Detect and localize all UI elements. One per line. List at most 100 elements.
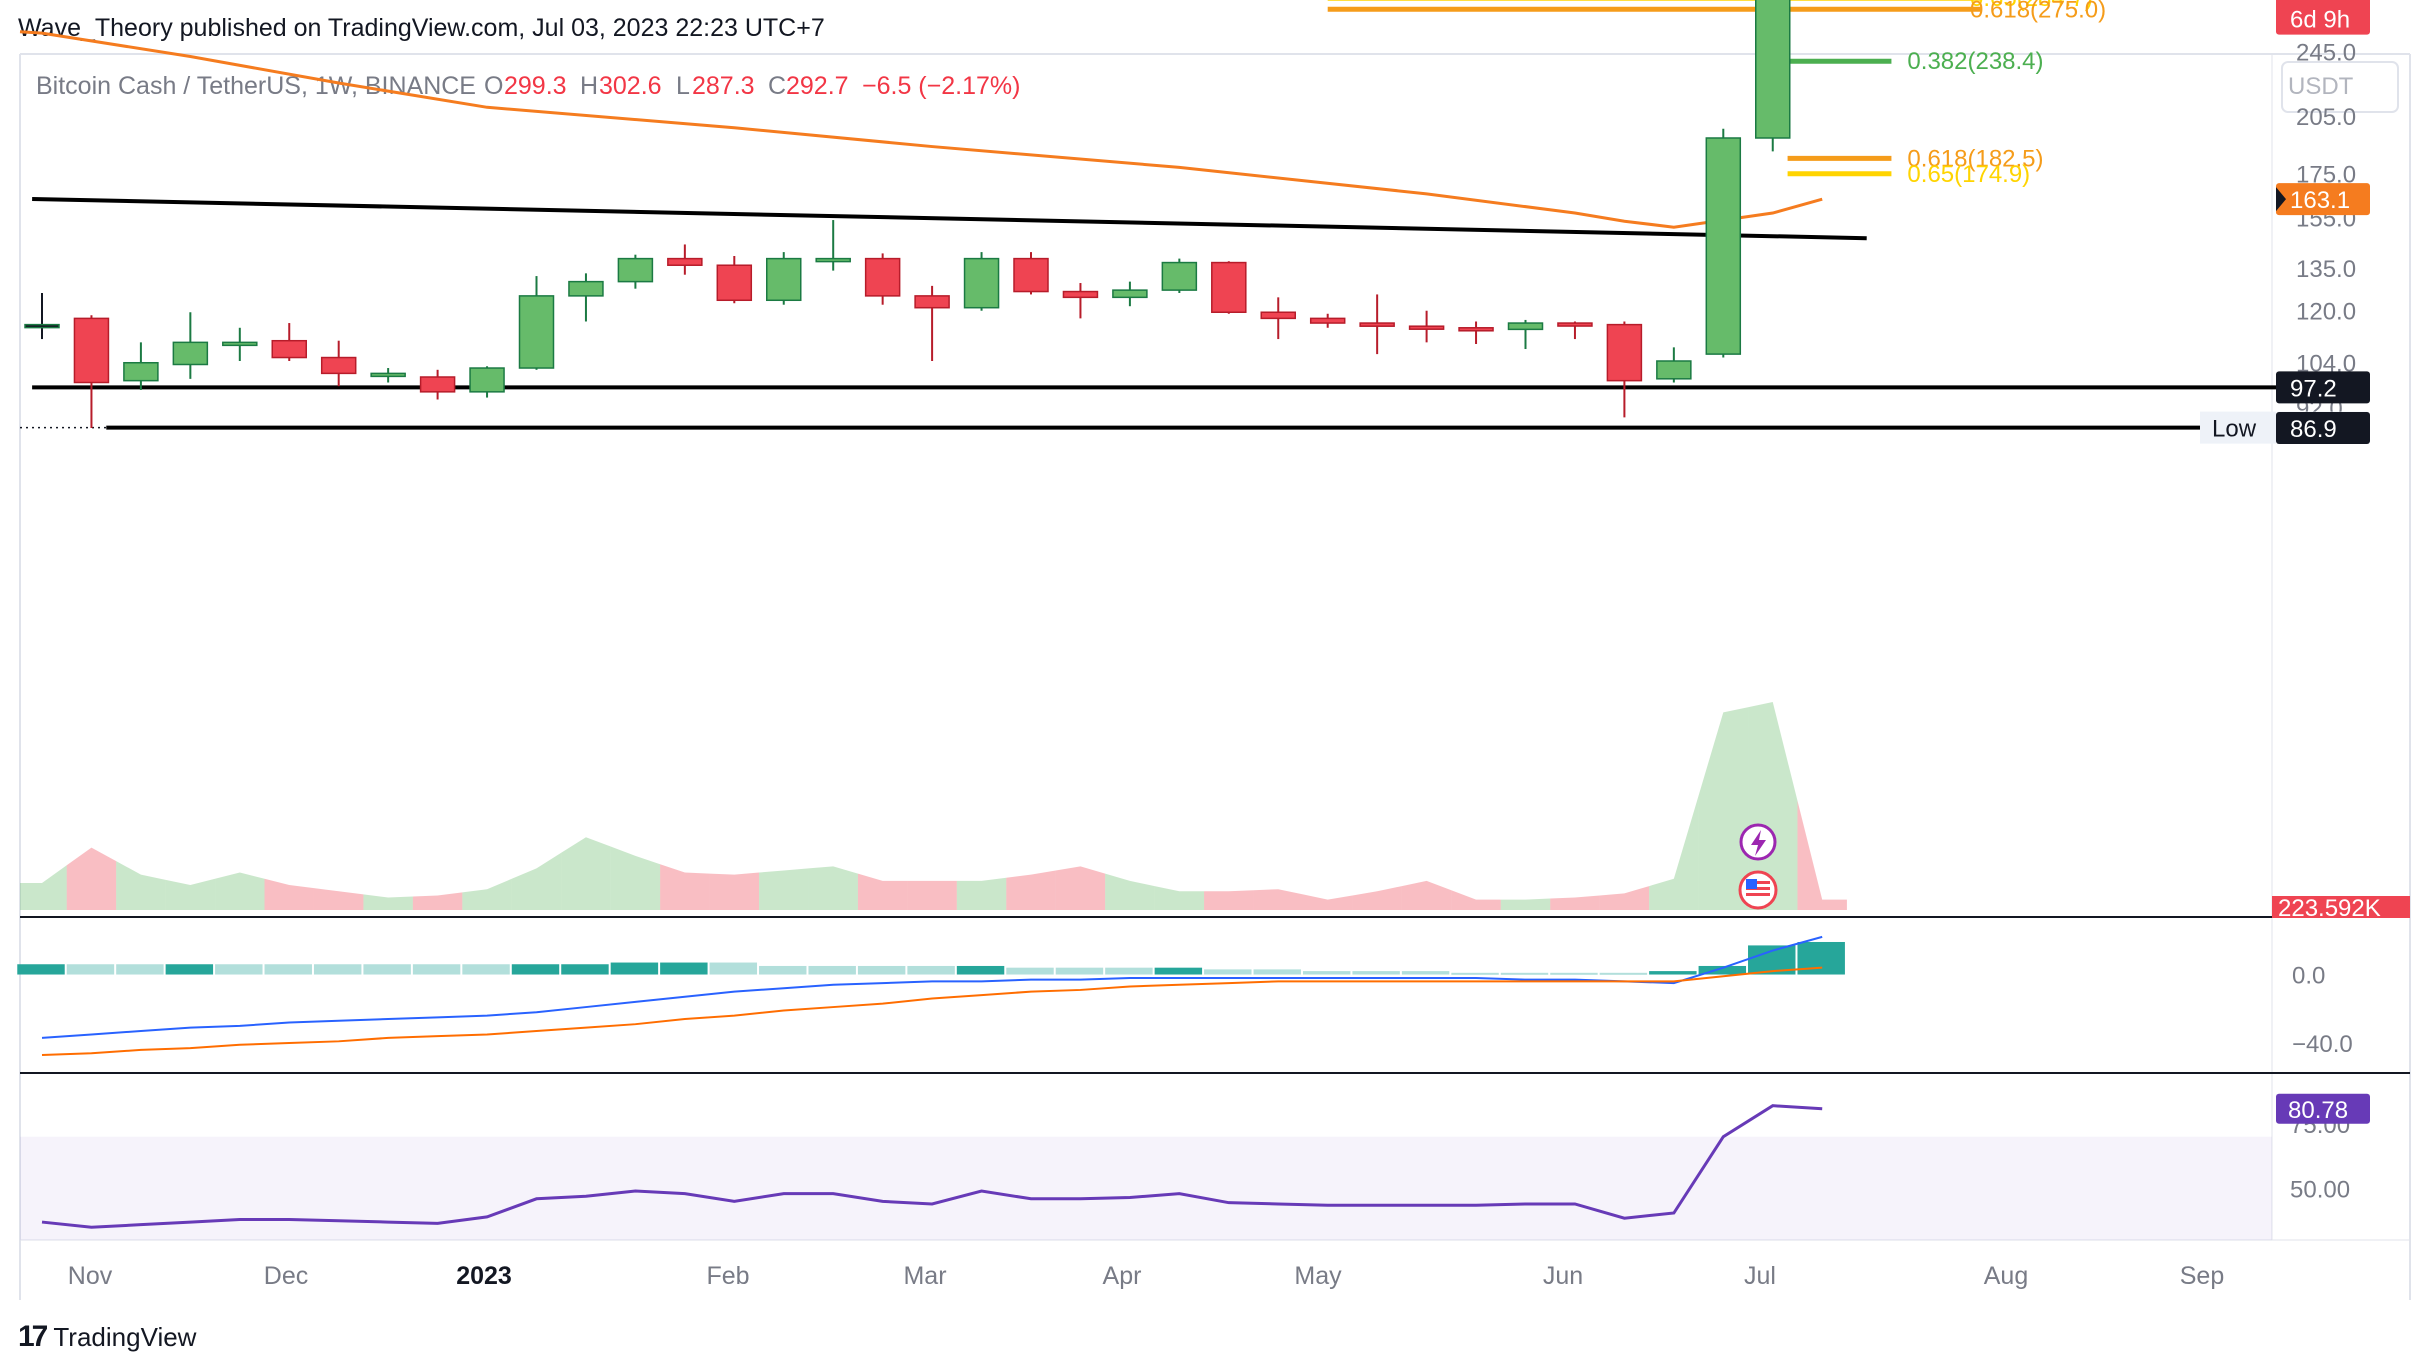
candle bbox=[766, 252, 802, 305]
candle bbox=[1408, 310, 1445, 343]
macd-histogram-bar bbox=[66, 964, 115, 975]
tradingview-logo-icon: 17 bbox=[18, 1320, 48, 1353]
candle bbox=[667, 244, 703, 275]
candle-body bbox=[1359, 322, 1395, 327]
candle-body bbox=[963, 257, 1000, 309]
volume-area-segment bbox=[907, 880, 957, 910]
macd-histogram-bar bbox=[363, 964, 411, 975]
volume-area-segment bbox=[1599, 886, 1650, 910]
price-label-marker bbox=[2276, 187, 2286, 212]
candle-body bbox=[1705, 137, 1742, 355]
candle bbox=[24, 292, 60, 340]
macd-histogram-bar bbox=[1451, 972, 1499, 975]
volume-area-segment bbox=[1797, 800, 1847, 910]
macd-histogram-bar bbox=[1649, 971, 1697, 975]
volume-area-segment bbox=[1154, 886, 1205, 910]
macd-histogram-bar bbox=[1105, 967, 1153, 975]
price-label-value: 86.9 bbox=[2290, 416, 2337, 443]
rsi-last-value-box bbox=[2276, 1093, 2370, 1124]
volume-axis-label: 223.592K bbox=[2272, 895, 2410, 922]
macd-histogram-bar bbox=[264, 964, 312, 975]
candle bbox=[864, 253, 901, 305]
macd-histogram-bar bbox=[709, 962, 758, 975]
candle bbox=[1260, 297, 1296, 340]
ohlc-legend: O 299.3 H 302.6 L 287.3 C 292.7 −6.5 (−2… bbox=[484, 72, 1020, 100]
fib-level-label: 0.382(238.4) bbox=[1907, 48, 2043, 75]
currency-button[interactable]: USDT bbox=[2281, 61, 2399, 113]
tradingview-logo[interactable]: 17 TradingView bbox=[18, 1320, 196, 1354]
candle-body bbox=[1557, 322, 1593, 327]
time-tick-label: Sep bbox=[2180, 1262, 2224, 1290]
candle-body bbox=[222, 341, 258, 347]
price-tick-label: 120.0 bbox=[2296, 299, 2356, 326]
price-label-box bbox=[2276, 183, 2370, 216]
volume-area-segment bbox=[1550, 895, 1600, 910]
price-label-value: 97.2 bbox=[2290, 375, 2337, 402]
currency-button-label: USDT bbox=[2288, 73, 2354, 100]
candle-body bbox=[419, 376, 456, 393]
volume-area-segment bbox=[1253, 889, 1303, 910]
candle bbox=[1705, 128, 1742, 358]
candle-body bbox=[1507, 322, 1544, 331]
candle bbox=[1557, 321, 1593, 340]
macd-histogram-bar bbox=[857, 965, 906, 975]
rsi-tick-label: 50.00 bbox=[2290, 1176, 2350, 1203]
candle-body bbox=[24, 323, 60, 329]
candle bbox=[419, 369, 456, 400]
candle-body bbox=[568, 280, 604, 297]
candle bbox=[568, 273, 604, 322]
candle bbox=[1458, 321, 1494, 345]
symbol-title[interactable]: Bitcoin Cash / TetherUS, 1W, BINANCE bbox=[36, 72, 476, 100]
fib-level-label: 0.618(275.0) bbox=[1970, 0, 2106, 23]
macd-histogram-bar bbox=[116, 964, 164, 975]
candle bbox=[1309, 313, 1346, 328]
macd-histogram-bar bbox=[1352, 971, 1400, 975]
macd-histogram-bar bbox=[511, 964, 560, 975]
macd-histogram-bar bbox=[1698, 965, 1747, 975]
candle-body bbox=[1458, 327, 1494, 332]
price-label-tag: Low bbox=[2212, 416, 2257, 443]
volume-area-segment bbox=[116, 861, 166, 910]
candle bbox=[963, 252, 1000, 311]
candle bbox=[1062, 283, 1099, 319]
macd-histogram-bar bbox=[759, 965, 807, 975]
candle bbox=[1013, 252, 1049, 295]
macd-signal-line bbox=[41, 966, 1823, 1057]
candle-body bbox=[1606, 323, 1643, 382]
volume-area-segment bbox=[759, 868, 809, 910]
time-tick-label: Jul bbox=[1744, 1262, 1776, 1290]
candle bbox=[73, 315, 110, 429]
candle bbox=[222, 327, 258, 361]
candle bbox=[617, 254, 654, 289]
candle bbox=[1359, 294, 1395, 355]
volume-area-segment bbox=[1055, 866, 1106, 910]
macd-histogram-bar bbox=[561, 964, 609, 975]
volume-area-segment bbox=[313, 888, 364, 910]
volume-area-segment bbox=[1302, 894, 1353, 910]
macd-histogram-bar bbox=[1302, 971, 1351, 975]
volume-area-segment bbox=[511, 852, 562, 910]
us-flag-event-icon[interactable] bbox=[1738, 870, 1778, 910]
candle bbox=[1755, 0, 1791, 152]
volume-area-segment bbox=[462, 878, 512, 910]
time-tick-label: 2023 bbox=[456, 1262, 512, 1290]
candle bbox=[370, 368, 406, 383]
lightning-event-icon[interactable] bbox=[1739, 823, 1777, 861]
candle bbox=[815, 220, 851, 271]
volume-area-segment bbox=[660, 864, 710, 910]
volume-area-segment bbox=[1006, 870, 1056, 910]
candle-body bbox=[1755, 0, 1791, 139]
candle-body bbox=[73, 317, 110, 384]
legend-open-label: O bbox=[484, 72, 503, 100]
tradingview-logo-text: TradingView bbox=[53, 1321, 197, 1352]
macd-histogram-bar bbox=[907, 965, 955, 975]
price-label: 292.7 6d 9h bbox=[2276, 0, 2370, 35]
candle-body bbox=[716, 264, 753, 302]
volume-axis-label-box bbox=[2272, 896, 2410, 918]
candle bbox=[1656, 347, 1692, 383]
price-label-value: 163.1 bbox=[2290, 187, 2350, 214]
fib-level-label: 0.65(284.7) bbox=[1970, 0, 2093, 12]
candle-body bbox=[370, 372, 406, 378]
